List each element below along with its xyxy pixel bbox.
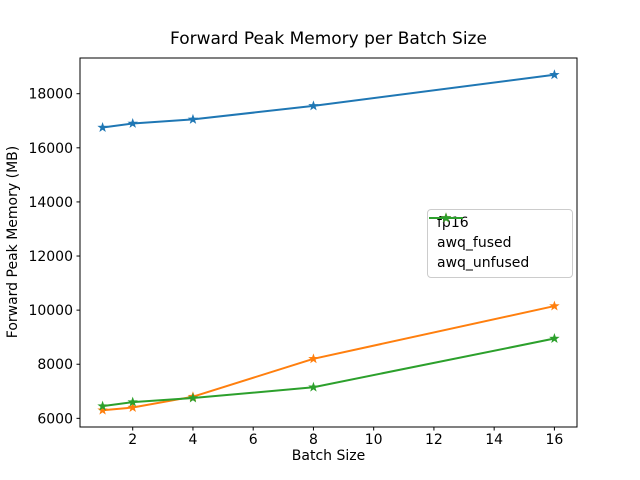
legend-label: awq_unfused: [437, 255, 530, 271]
data-point-awq_unfused: [549, 333, 560, 343]
x-tick-label: 12: [425, 432, 443, 448]
y-tick-label: 18000: [28, 87, 73, 103]
data-point-awq_unfused: [127, 396, 138, 407]
data-point-awq_fused: [549, 300, 560, 311]
y-tick-label: 14000: [28, 195, 73, 211]
series-line-awq_unfused: [101, 337, 556, 408]
y-tick-label: 6000: [37, 411, 73, 427]
data-point-awq_unfused: [187, 392, 199, 403]
y-tick-label: 8000: [37, 357, 73, 373]
x-tick-label: 8: [309, 432, 318, 448]
data-point-fp16: [127, 117, 138, 128]
x-tick-label: 14: [485, 432, 503, 448]
x-tick-label: 2: [128, 432, 137, 448]
chart-title: Forward Peak Memory per Batch Size: [170, 29, 487, 49]
x-tick-label: 10: [365, 432, 383, 448]
x-tick-label: 16: [545, 432, 563, 448]
legend-item-awq-fused: awq_fused: [429, 212, 562, 251]
y-tick-label: 12000: [28, 249, 73, 265]
legend-item-awq-unfused: awq_unfused: [429, 212, 562, 271]
data-point-awq_fused: [127, 402, 138, 412]
data-point-awq_fused: [97, 404, 108, 415]
legend-label: awq_fused: [437, 235, 512, 251]
legend-star-icon: [440, 212, 452, 223]
x-tick-label: 6: [249, 432, 258, 448]
data-point-awq_unfused: [308, 381, 319, 392]
data-point-fp16: [97, 122, 108, 132]
data-point-awq_unfused: [97, 400, 108, 411]
legend-line-star-icon: [429, 212, 463, 223]
legend: fp16 awq_fused awq_unfused: [427, 209, 573, 278]
data-point-awq_fused: [308, 353, 319, 364]
data-point-fp16: [308, 100, 319, 111]
series-line-fp16: [101, 73, 556, 129]
x-axis-label: Batch Size: [291, 448, 366, 464]
y-tick-label: 16000: [28, 141, 73, 157]
data-point-fp16: [549, 69, 560, 80]
axes-spines: [79, 57, 578, 428]
series-line-awq_fused: [101, 305, 556, 412]
y-axis-label: Forward Peak Memory (MB): [5, 145, 21, 339]
data-point-fp16: [187, 113, 199, 124]
y-tick-label: 10000: [28, 303, 73, 319]
x-tick-label: 4: [188, 432, 197, 448]
